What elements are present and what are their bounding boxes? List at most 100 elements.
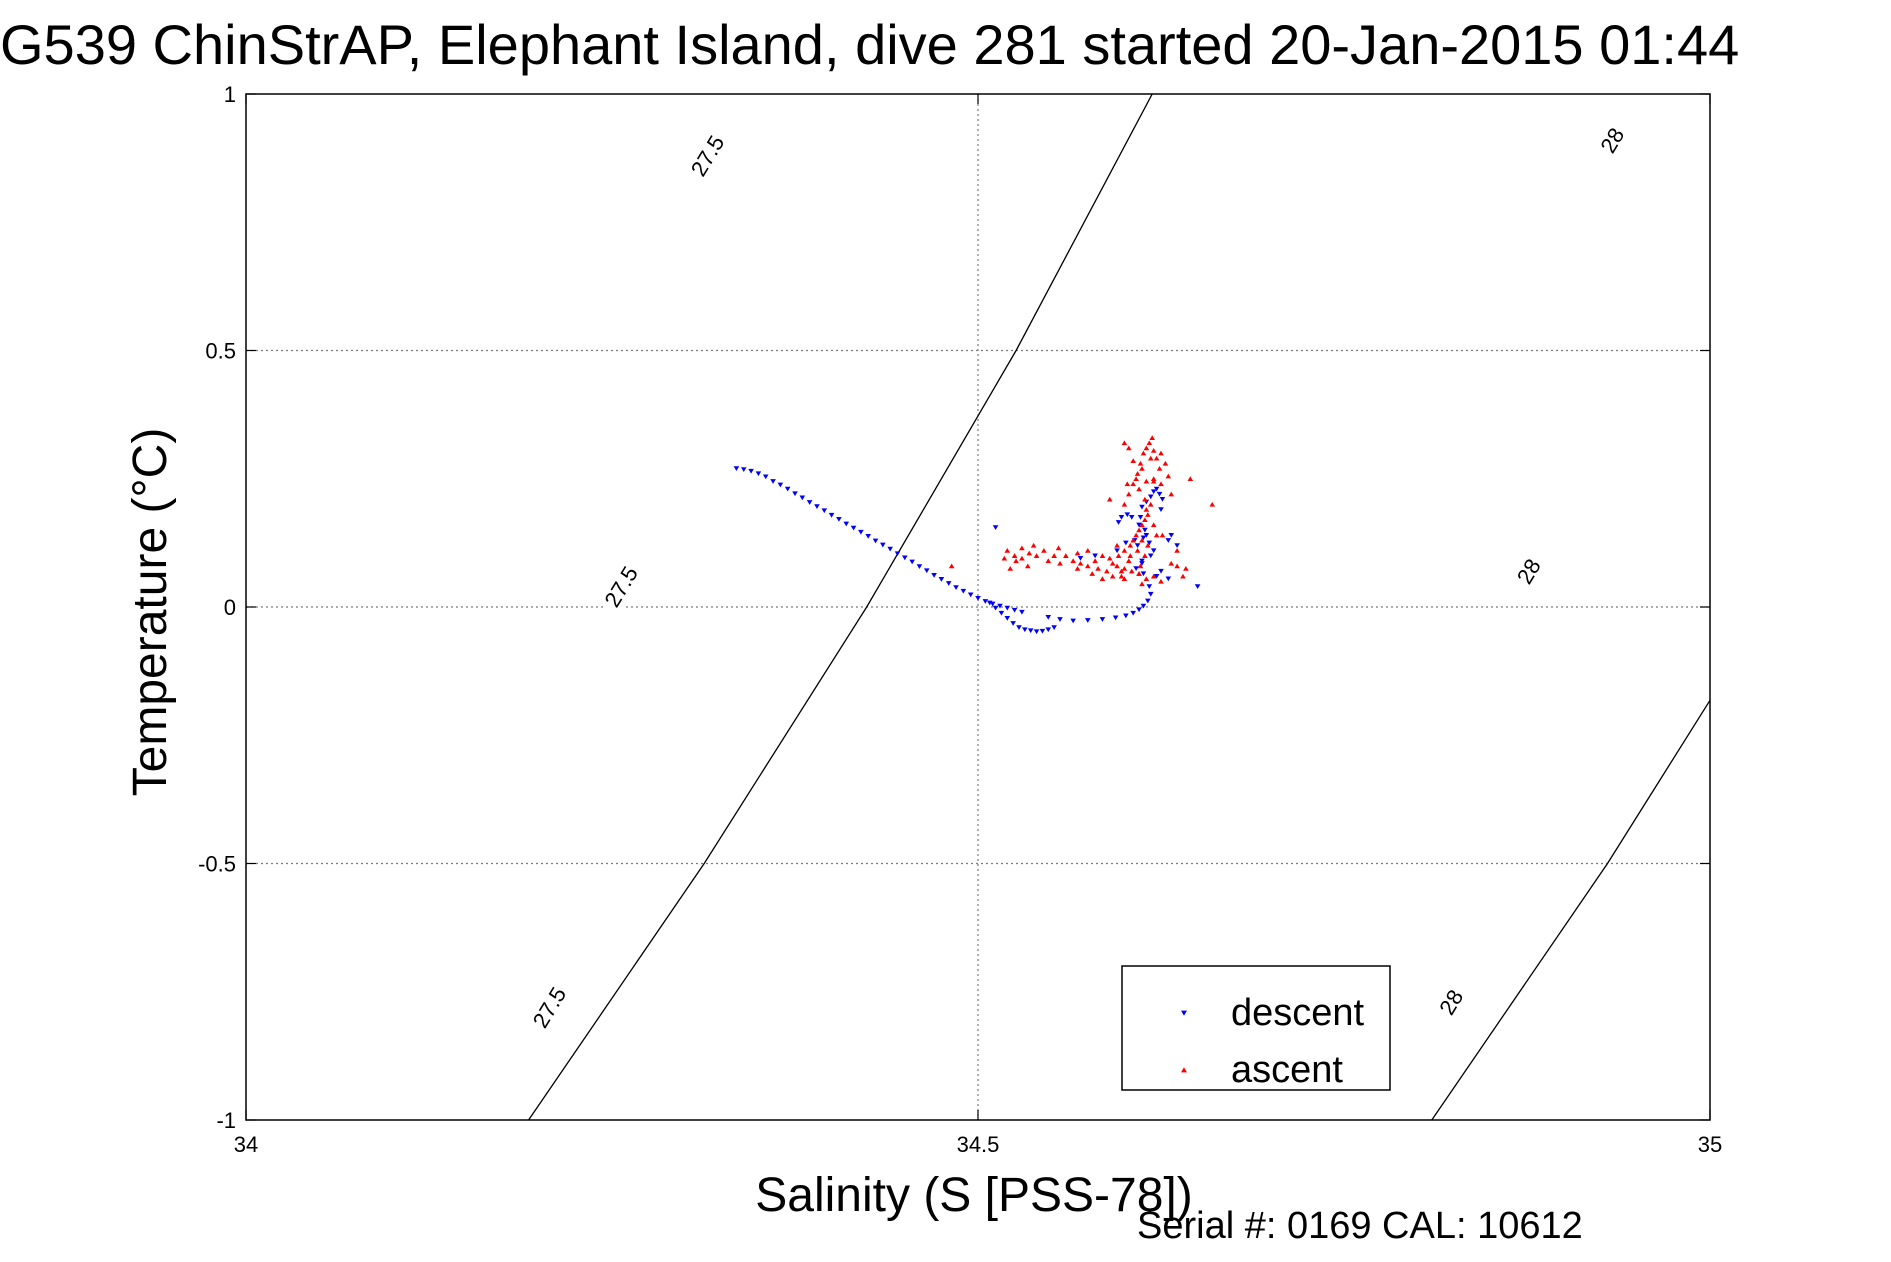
ascent-point	[1124, 481, 1131, 487]
x-axis-label: Salinity (S [PSS-78])	[755, 1169, 1192, 1222]
ascent-point	[1125, 445, 1132, 451]
ascent-series	[948, 435, 1216, 587]
descent-point	[997, 603, 1003, 609]
descent-point	[1140, 603, 1147, 609]
descent-point	[799, 495, 806, 501]
descent-point	[1147, 494, 1154, 500]
x-axis: 34 34.5 35	[234, 94, 1722, 1157]
ascent-point	[1133, 532, 1139, 538]
descent-point	[806, 500, 813, 505]
ascent-point	[1045, 558, 1052, 564]
ascent-point	[1159, 532, 1166, 538]
descent-point	[938, 577, 945, 582]
descent-point	[843, 521, 850, 527]
descent-point	[1159, 497, 1166, 502]
descent-point	[836, 517, 842, 522]
ascent-point	[1142, 496, 1148, 502]
descent-point	[916, 564, 923, 569]
ascent-point	[1089, 571, 1095, 576]
ascent-point	[1168, 560, 1175, 566]
descent-point	[1010, 621, 1016, 626]
descent-point	[1004, 616, 1011, 621]
ascent-point	[1143, 478, 1150, 484]
chart-title: G539 ChinStrAP, Elephant Island, dive 28…	[0, 13, 1739, 76]
y-tick-label: 1	[224, 82, 236, 107]
ascent-point	[1136, 527, 1142, 533]
ascent-point	[1137, 563, 1144, 569]
ascent-point	[1145, 512, 1151, 517]
descent-point	[740, 467, 747, 473]
descent-point	[1147, 553, 1154, 559]
descent-point	[986, 600, 993, 606]
ascent-point	[1019, 545, 1025, 551]
descent-point	[1136, 607, 1142, 613]
descent-point	[770, 479, 776, 484]
descent-point	[1158, 507, 1164, 513]
descent-point	[1022, 627, 1028, 633]
ascent-point	[1146, 440, 1153, 446]
ascent-point	[1057, 560, 1063, 566]
descent-point	[1051, 625, 1057, 631]
ascent-point	[1139, 522, 1145, 528]
ascent-point	[1147, 455, 1154, 461]
descent-point	[1124, 512, 1131, 518]
descent-point	[1150, 489, 1157, 495]
ascent-point	[1150, 476, 1157, 481]
ascent-point	[1145, 542, 1151, 548]
ascent-point	[1063, 553, 1069, 558]
ascent-point	[1095, 566, 1101, 571]
ascent-point	[1139, 465, 1145, 471]
descent-point	[960, 588, 967, 594]
descent-point	[1077, 556, 1084, 561]
legend-marker-ascent	[1181, 1067, 1187, 1073]
descent-point	[1027, 628, 1034, 634]
descent-point	[792, 491, 798, 497]
ascent-point	[1121, 501, 1128, 507]
ascent-point	[1147, 501, 1154, 507]
data-series	[733, 435, 1216, 635]
descent-point	[992, 605, 999, 611]
descent-point	[945, 581, 952, 586]
ascent-point	[1077, 560, 1084, 566]
isopycnal-line	[1431, 699, 1710, 1120]
ascent-point	[1127, 542, 1134, 548]
descent-point	[1114, 548, 1120, 554]
ascent-point	[1092, 558, 1098, 564]
ascent-point	[1125, 558, 1132, 564]
ascent-point	[1165, 473, 1172, 479]
descent-point	[1168, 532, 1175, 538]
descent-point	[828, 512, 835, 518]
ascent-point	[1140, 450, 1147, 456]
ascent-point	[1109, 573, 1116, 579]
ascent-point	[1121, 548, 1128, 553]
ascent-point	[1033, 553, 1040, 558]
descent-point	[784, 486, 791, 492]
ascent-point	[1158, 481, 1164, 487]
ascent-point	[1085, 563, 1091, 569]
descent-point	[1140, 571, 1147, 577]
ascent-point	[1174, 548, 1180, 553]
descent-point	[850, 525, 857, 531]
descent-point	[1145, 598, 1151, 604]
ascent-point	[1143, 576, 1150, 582]
ascent-point	[1055, 545, 1062, 551]
descent-point	[1033, 629, 1040, 635]
isopycnal-label-bg	[596, 557, 646, 616]
ascent-point	[1024, 563, 1031, 569]
ascent-point	[1013, 558, 1019, 564]
ascent-point	[1085, 548, 1091, 553]
ascent-point	[1026, 550, 1033, 556]
ascent-point	[1139, 581, 1145, 587]
descent-point	[1194, 584, 1201, 589]
ascent-point	[1004, 548, 1011, 553]
ascent-point	[1115, 553, 1122, 558]
ascent-point	[1180, 573, 1186, 579]
ascent-point	[1070, 558, 1076, 564]
descent-point	[1146, 540, 1153, 546]
ascent-point	[1099, 553, 1106, 558]
descent-point	[1140, 535, 1147, 541]
ascent-point	[1099, 576, 1106, 582]
ascent-point	[1174, 563, 1180, 569]
y-tick-label: 0	[224, 595, 236, 620]
